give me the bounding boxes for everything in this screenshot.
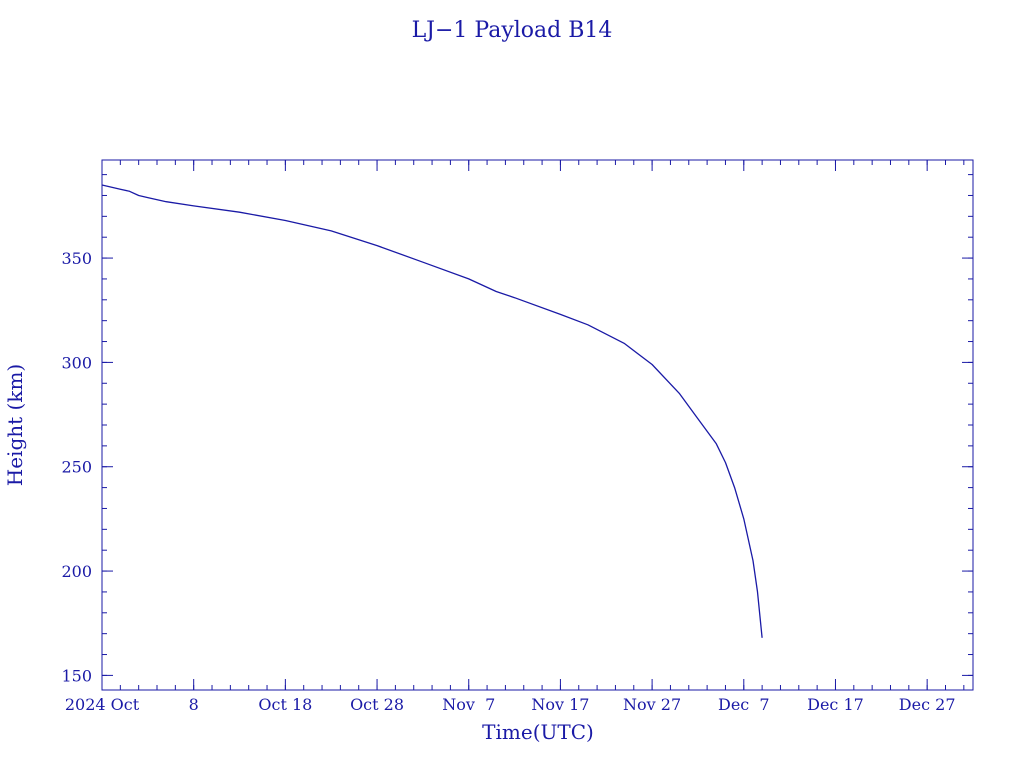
x-tick-label: 8 (189, 695, 199, 714)
series-layer (101, 184, 763, 638)
y-tick-labels: 150 200 250 300 350 (61, 249, 92, 685)
plot-frame (101, 159, 974, 691)
tick-marks (101, 160, 973, 690)
y-tick-label: 350 (61, 249, 92, 268)
x-tick-label: Oct 18 (258, 695, 312, 714)
x-tick-labels: 2024 Oct 8 Oct 18 Oct 28 Nov 7 Nov 17 Nov 27 De… (65, 695, 956, 714)
x-axis-label: Time(UTC) (482, 720, 594, 744)
x-tick-label: Nov 7 (442, 695, 495, 714)
y-tick-label: 150 (61, 666, 92, 685)
height-series-line (101, 184, 763, 638)
x-tick-label: Dec 27 (899, 695, 956, 714)
chart-title: LJ−1 Payload B14 (412, 18, 613, 43)
x-tick-label: Oct 28 (350, 695, 404, 714)
y-tick-label: 200 (61, 562, 92, 581)
y-tick-label: 300 (61, 353, 92, 372)
x-tick-label: Dec 17 (807, 695, 864, 714)
y-axis-label: Height (km) (3, 364, 27, 486)
x-tick-label: Nov 27 (623, 695, 681, 714)
y-tick-label: 250 (61, 458, 92, 477)
x-tick-label: Dec 7 (718, 695, 770, 714)
x-tick-label: Nov 17 (531, 695, 589, 714)
x-tick-label: 2024 Oct (65, 695, 140, 714)
